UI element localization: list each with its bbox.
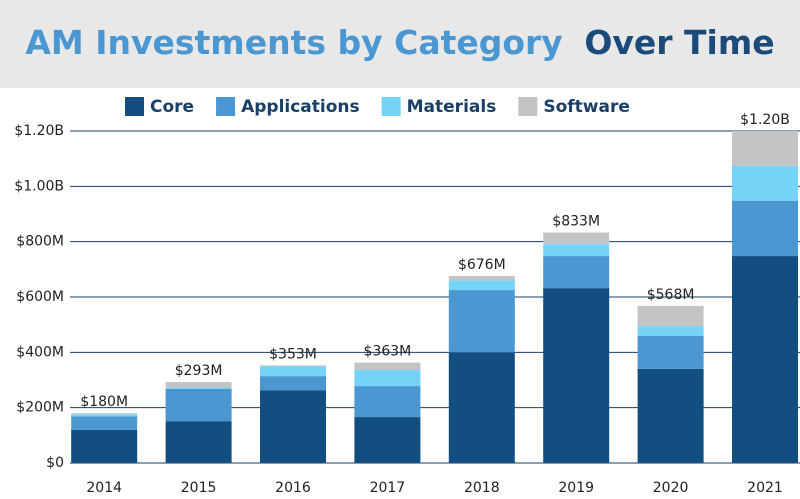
bar-segment	[260, 365, 326, 367]
total-label: $833M	[552, 214, 600, 230]
bar-segment	[260, 366, 326, 377]
title-band	[0, 0, 800, 88]
bar-segment	[732, 256, 798, 463]
legend-label: Materials	[407, 97, 497, 117]
bar-segment	[165, 381, 232, 388]
y-tick-label: $1.20B	[14, 123, 64, 139]
bar-segment	[71, 414, 138, 417]
bar-segment	[165, 388, 232, 422]
y-tick-label: $1.00B	[14, 178, 64, 194]
total-label: $180M	[80, 394, 128, 410]
legend-swatch	[125, 97, 144, 116]
bar-segment	[354, 370, 421, 387]
total-label: $568M	[647, 287, 695, 303]
bar-segment	[637, 326, 704, 337]
bar-segment	[71, 413, 138, 415]
y-tick-label: $0	[46, 455, 64, 471]
legend-label: Applications	[241, 97, 360, 117]
legend-swatch	[216, 97, 236, 116]
bar-segment	[354, 362, 421, 371]
bar-segment	[71, 416, 138, 430]
bar-segment	[448, 352, 515, 463]
chart-title: AM Investments by Category Over Time	[25, 23, 774, 62]
x-tick-label: 2021	[747, 480, 783, 496]
bar-segment	[260, 376, 326, 391]
bar-segment	[732, 165, 798, 201]
x-tick-label: 2016	[275, 480, 311, 496]
bar-segment	[71, 429, 138, 463]
y-tick-label: $400M	[16, 344, 64, 360]
bar-segment	[637, 305, 704, 327]
y-tick-label: $800M	[16, 234, 64, 250]
total-label: $363M	[364, 344, 412, 360]
x-tick-label: 2018	[464, 480, 500, 496]
legend-label: Software	[543, 97, 630, 117]
total-label: $353M	[269, 346, 317, 362]
x-tick-label: 2017	[370, 480, 406, 496]
x-tick-label: 2015	[181, 480, 217, 496]
bar-segment	[543, 256, 610, 289]
bar-segment	[732, 131, 798, 166]
bar-segment	[543, 244, 610, 257]
bar-segment	[448, 275, 515, 281]
legend-swatch	[381, 97, 401, 116]
legend-swatch	[518, 97, 538, 116]
y-tick-label: $200M	[16, 400, 64, 416]
total-label: $676M	[458, 257, 506, 273]
legend-label: Core	[150, 97, 194, 117]
bar-segment	[637, 336, 704, 369]
bar-segment	[354, 417, 421, 463]
x-tick-label: 2019	[558, 480, 594, 496]
bar-segment	[260, 390, 326, 463]
title-suffix: Over Time	[584, 23, 774, 62]
bar-segment	[165, 421, 232, 463]
total-label: $1.20B	[740, 112, 790, 128]
bar-segment	[354, 386, 421, 418]
bar-segment	[732, 200, 798, 257]
x-tick-label: 2020	[653, 480, 689, 496]
bar-segment	[448, 280, 515, 291]
bar-segment	[165, 387, 232, 389]
bar-segment	[543, 232, 610, 245]
title-main: AM Investments by Category	[25, 23, 562, 62]
bar-segment	[637, 368, 704, 463]
total-label: $293M	[175, 363, 223, 379]
bar-segment	[543, 288, 610, 463]
y-tick-label: $600M	[16, 289, 64, 305]
bar-segment	[448, 290, 515, 353]
x-tick-label: 2014	[86, 480, 122, 496]
